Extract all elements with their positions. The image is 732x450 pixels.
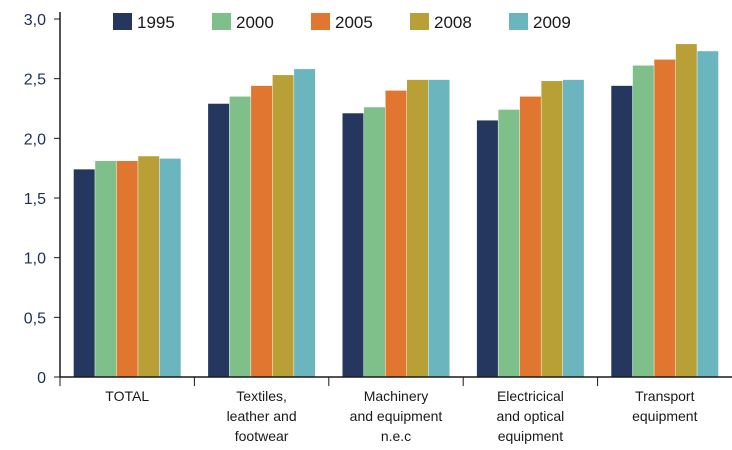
- legend-swatch-2009: [509, 13, 528, 30]
- y-tick-label: 1,5: [24, 191, 46, 208]
- y-axis-ticks: 0 0,5 1,0 1,5 2,0 2,5 3,0: [24, 12, 60, 387]
- y-tick-label: 0: [37, 370, 46, 387]
- legend-label: 2009: [533, 13, 571, 32]
- bar-1995-2: [342, 113, 364, 378]
- axes: [59, 12, 732, 386]
- bar-2008-3: [541, 81, 563, 377]
- bar-2005-3: [519, 96, 541, 378]
- bar-2005-4: [654, 59, 676, 377]
- x-axis-ticks: TOTAL Textiles, leather and footwear Machine…: [105, 388, 697, 444]
- bar-2008-2: [407, 79, 428, 378]
- bar-2009-2: [428, 79, 450, 378]
- legend-swatch-2008: [410, 13, 429, 30]
- bar-2005-2: [385, 90, 407, 377]
- bar-1995-0: [73, 169, 95, 377]
- legend-label: 2005: [335, 13, 373, 32]
- y-tick-label: 2,0: [24, 131, 46, 148]
- legend-swatch-2000: [212, 13, 231, 30]
- x-tick-label: Electricical and optical equipment: [497, 388, 565, 444]
- bar-2000-1: [229, 96, 251, 378]
- x-tick-label: Textiles, leather and footwear: [227, 388, 297, 444]
- bar-2000-0: [95, 161, 117, 377]
- bar-2009-0: [159, 158, 181, 377]
- bar-2008-4: [675, 44, 697, 378]
- x-tick-label: Transport equipment: [632, 388, 697, 424]
- bar-2000-3: [498, 109, 520, 378]
- legend: 1995 2000 2005 2008 2009: [113, 13, 571, 32]
- bar-2008-1: [272, 75, 294, 377]
- bar-2009-1: [294, 69, 316, 378]
- legend-swatch-2005: [311, 13, 330, 30]
- bar-1995-4: [611, 85, 633, 378]
- bar-2005-0: [116, 161, 138, 377]
- x-tick-label: Machinery and equipment n.e.c: [350, 388, 443, 444]
- y-tick-label: 3,0: [24, 12, 46, 29]
- bar-1995-3: [476, 120, 498, 377]
- legend-label: 1995: [137, 13, 175, 32]
- x-tick-label: TOTAL: [105, 388, 149, 404]
- bar-1995-1: [208, 103, 230, 377]
- bar-2009-4: [697, 51, 719, 377]
- bar-2005-1: [251, 85, 273, 378]
- y-tick-label: 0,5: [24, 310, 46, 327]
- bars: [73, 44, 719, 378]
- bar-2009-3: [562, 79, 584, 378]
- y-tick-label: 1,0: [24, 251, 46, 268]
- bar-2000-4: [632, 65, 654, 377]
- legend-label: 2000: [236, 13, 274, 32]
- legend-label: 2008: [434, 13, 472, 32]
- y-tick-label: 2,5: [24, 72, 46, 89]
- bar-2000-2: [364, 107, 385, 377]
- legend-swatch-1995: [113, 13, 132, 30]
- bar-2008-0: [138, 156, 160, 377]
